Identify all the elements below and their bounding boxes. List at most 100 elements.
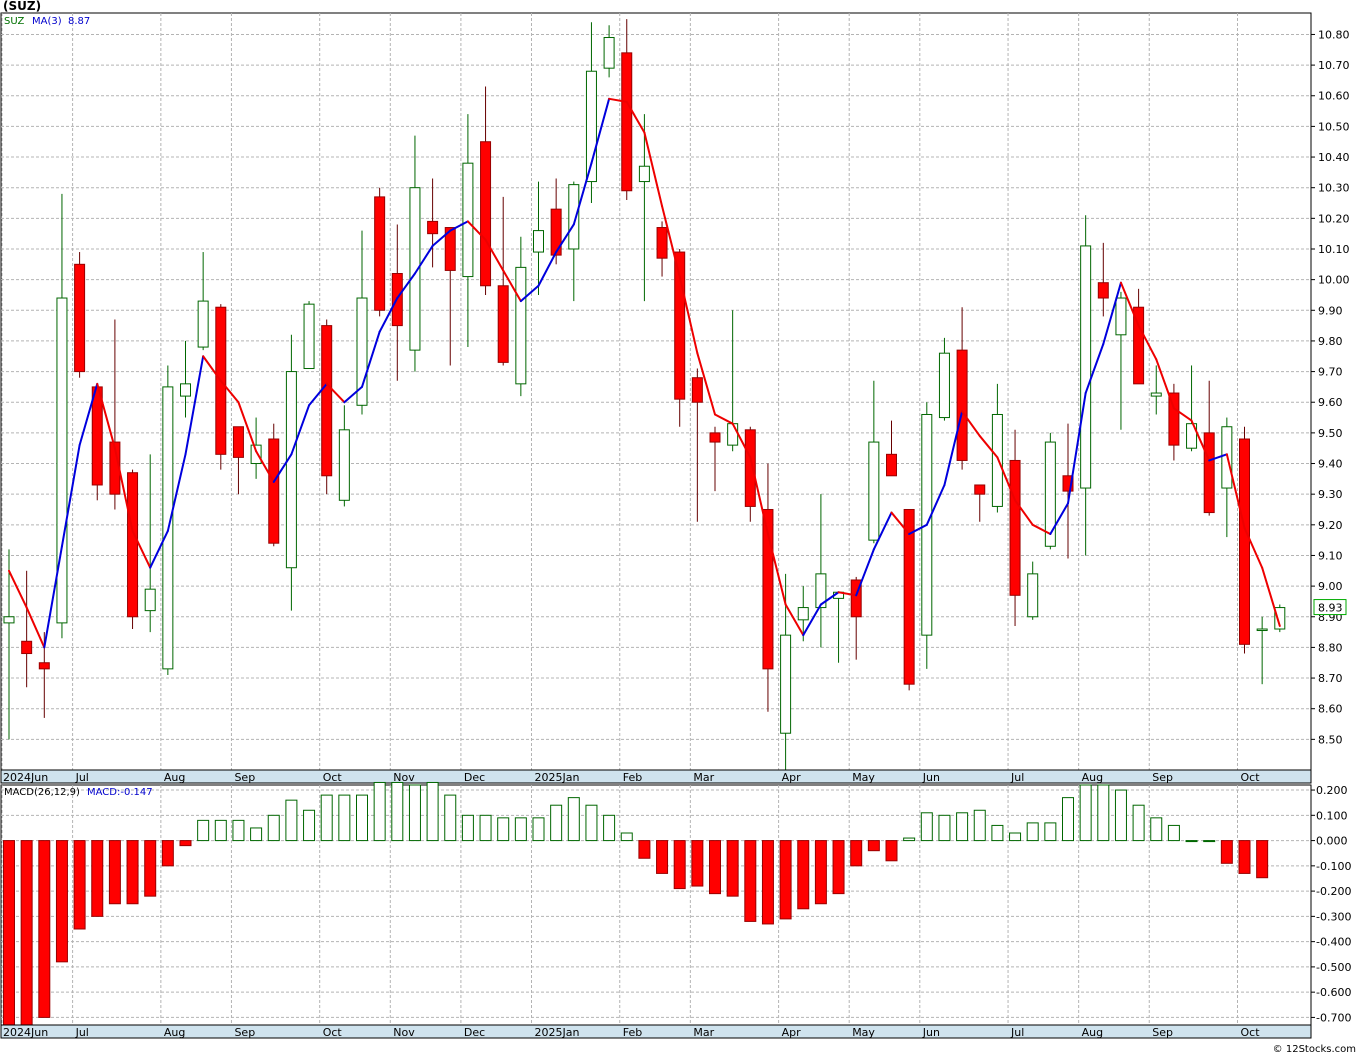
candle bbox=[550, 178, 562, 265]
candle-body-up bbox=[462, 162, 474, 278]
price-y-tick-label: 10.10 bbox=[1318, 243, 1350, 256]
macd-x-axis: 2024Jun Jul Aug Sep Oct Nov Dec 2025Jan Feb Mar Ap… bbox=[3, 1026, 1260, 1039]
macd-bar-negative bbox=[726, 840, 739, 897]
macd-x-tick-label: Feb bbox=[623, 1026, 642, 1039]
macd-bar-negative bbox=[3, 840, 15, 1026]
candle bbox=[780, 573, 792, 770]
macd-bar-positive bbox=[250, 827, 263, 842]
ma3-segment bbox=[819, 591, 840, 606]
ma3-segment bbox=[1014, 499, 1034, 526]
ma3-segment bbox=[714, 413, 734, 425]
macd-bar-negative bbox=[673, 840, 686, 890]
price-y-tick-label: 9.10 bbox=[1318, 549, 1343, 562]
candle bbox=[444, 227, 456, 366]
candle bbox=[868, 380, 880, 544]
macd-bar-positive bbox=[532, 817, 545, 842]
macd-bar-negative bbox=[1220, 840, 1233, 864]
last-price-tag-box bbox=[1313, 599, 1347, 616]
candle bbox=[303, 301, 315, 370]
candle-body-down bbox=[497, 285, 509, 363]
candle-body-down bbox=[550, 208, 562, 256]
macd-bar-negative bbox=[814, 840, 827, 905]
candle-body-up bbox=[409, 187, 421, 351]
price-y-axis: 8.508.608.708.808.909.009.109.209.309.40… bbox=[1311, 28, 1350, 746]
macd-x-tick-label: Jun bbox=[922, 1026, 940, 1039]
macd-bar-positive bbox=[303, 809, 316, 842]
ma3-segment bbox=[1102, 281, 1122, 345]
macd-bar-positive bbox=[232, 819, 245, 842]
ma3-segment bbox=[978, 434, 999, 459]
candle bbox=[621, 19, 633, 200]
macd-x-axis-strip bbox=[0, 1024, 1312, 1039]
candle-body-down bbox=[74, 263, 86, 373]
macd-bar-positive bbox=[444, 794, 457, 842]
macd-bar-negative bbox=[73, 840, 86, 930]
ma3-segment bbox=[961, 410, 981, 437]
price-x-tick-label: Aug bbox=[164, 771, 185, 784]
candle bbox=[56, 193, 68, 639]
candle bbox=[762, 463, 774, 712]
candle-body-down bbox=[1203, 432, 1215, 514]
macd-bar-negative bbox=[832, 840, 845, 895]
price-y-tick-label: 10.30 bbox=[1318, 182, 1350, 195]
macd-bar-negative bbox=[161, 840, 174, 867]
macd-bar-positive bbox=[373, 781, 386, 842]
macd-bar-negative bbox=[744, 840, 757, 922]
macd-bar-positive bbox=[956, 812, 969, 842]
macd-bar-negative bbox=[867, 840, 880, 852]
price-y-tick-label: 8.50 bbox=[1318, 733, 1343, 746]
ma3-segment bbox=[802, 603, 822, 637]
ma3-segment bbox=[537, 251, 558, 287]
candle-body-down bbox=[91, 386, 103, 486]
macd-y-tick-label: -0.700 bbox=[1316, 1011, 1351, 1024]
macd-x-tick-label: Jul bbox=[75, 1026, 89, 1039]
candle bbox=[480, 86, 492, 295]
candle bbox=[797, 586, 809, 642]
candle bbox=[127, 469, 139, 630]
price-x-tick-label: Oct bbox=[323, 771, 343, 784]
ma3-segment bbox=[466, 220, 487, 241]
ma3-segment bbox=[290, 404, 311, 456]
candle-body-up bbox=[797, 607, 809, 621]
macd-bar-negative bbox=[1256, 840, 1269, 879]
candle-body-up bbox=[1186, 423, 1198, 449]
price-y-tick-label: 9.00 bbox=[1318, 580, 1343, 593]
macd-bar-positive bbox=[1203, 840, 1216, 843]
candle-body-up bbox=[815, 573, 827, 609]
macd-y-tick-label: 0.200 bbox=[1316, 784, 1348, 797]
ma3-segment bbox=[1155, 358, 1175, 410]
macd-x-tick-label: Mar bbox=[693, 1026, 714, 1039]
candle bbox=[3, 549, 15, 740]
candle bbox=[497, 196, 509, 366]
price-x-tick-label: Sep bbox=[1152, 771, 1173, 784]
candle-body-up bbox=[1027, 573, 1039, 618]
candle bbox=[974, 484, 986, 522]
candle bbox=[1115, 291, 1127, 430]
candle bbox=[1203, 380, 1215, 516]
candle bbox=[744, 426, 756, 522]
ma3-segment bbox=[396, 272, 416, 300]
candle bbox=[515, 236, 527, 397]
macd-bar-positive bbox=[267, 814, 280, 842]
macd-bar-positive bbox=[391, 781, 404, 842]
ma3-segment bbox=[431, 229, 452, 247]
macd-x-tick-label: Jul bbox=[1010, 1026, 1024, 1039]
candle-body-up bbox=[515, 266, 527, 385]
macd-bar-positive bbox=[461, 814, 474, 842]
candle bbox=[850, 576, 862, 660]
price-y-tick-label: 9.20 bbox=[1318, 519, 1343, 532]
macd-bar-positive bbox=[1062, 797, 1074, 842]
ma3-segment bbox=[1225, 453, 1246, 529]
macd-bar-negative bbox=[850, 840, 863, 867]
candle-body-down bbox=[1062, 475, 1074, 492]
macd-x-tick-label: 2024Jun bbox=[3, 1026, 48, 1039]
candle-body-down bbox=[762, 508, 774, 670]
macd-bar-negative bbox=[638, 840, 651, 859]
macd-bar-negative bbox=[885, 840, 898, 862]
candle bbox=[462, 114, 474, 348]
macd-bars bbox=[3, 781, 1269, 1026]
candle-body-down bbox=[621, 52, 633, 192]
candle-body-down bbox=[232, 426, 244, 458]
candle bbox=[162, 365, 174, 675]
